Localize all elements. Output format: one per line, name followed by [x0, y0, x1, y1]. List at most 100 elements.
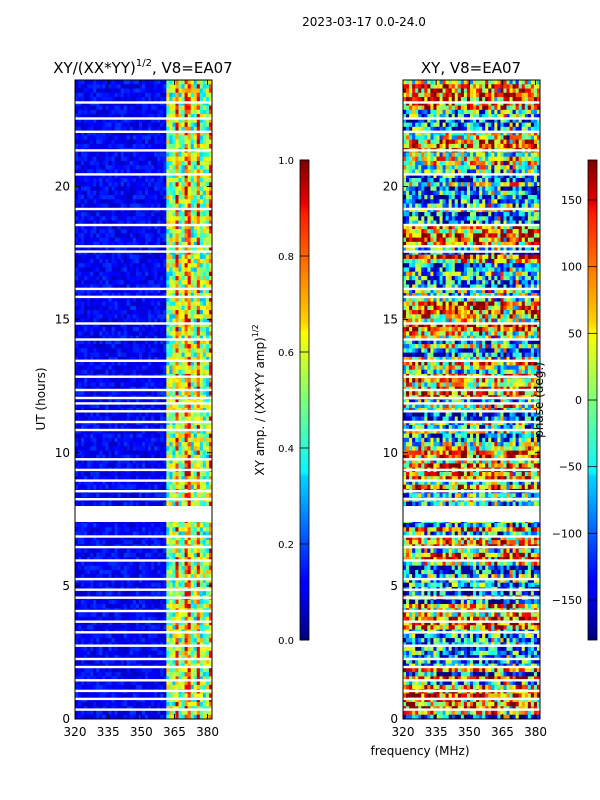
heatmap-cell — [96, 331, 100, 337]
heatmap-cell — [148, 126, 152, 132]
heatmap-cell — [96, 493, 100, 499]
heatmap-cell — [196, 335, 201, 341]
heatmap-cell — [181, 297, 186, 303]
heatmap-cell — [169, 378, 174, 384]
heatmap-cell — [190, 523, 195, 528]
heatmap-cell — [157, 446, 161, 452]
heatmap-cell — [208, 169, 212, 175]
heatmap-cell — [172, 101, 177, 107]
heatmap-cell — [123, 101, 128, 107]
heatmap-cell — [126, 476, 131, 482]
heatmap-cell — [184, 80, 189, 85]
heatmap-cell — [145, 523, 149, 528]
heatmap-cell — [160, 246, 164, 251]
heatmap-cell — [99, 425, 103, 430]
heatmap-cell — [102, 160, 107, 166]
heatmap-cell — [190, 369, 195, 375]
heatmap-cell — [178, 250, 183, 256]
heatmap-cell — [123, 143, 128, 149]
heatmap-cell — [138, 203, 143, 209]
heatmap-cell — [78, 165, 82, 171]
heatmap-cell — [187, 105, 192, 111]
heatmap-cell — [202, 331, 207, 337]
heatmap-cell — [117, 92, 122, 98]
heatmap-cell — [132, 454, 137, 460]
heatmap-cell — [108, 352, 113, 358]
heatmap-cell — [151, 143, 155, 149]
heatmap-cell — [151, 484, 155, 490]
heatmap-cell — [123, 169, 128, 175]
heatmap-cell — [154, 88, 158, 94]
heatmap-cell — [184, 322, 189, 328]
heatmap-cell — [145, 331, 149, 337]
heatmap-cell — [163, 390, 167, 396]
heatmap-cell — [108, 275, 113, 281]
heatmap-cell — [181, 254, 186, 260]
heatmap-cell — [193, 399, 198, 405]
heatmap-cell — [184, 535, 189, 541]
heatmap-cell — [90, 190, 94, 196]
heatmap-cell — [87, 182, 91, 188]
heatmap-cell — [90, 105, 94, 111]
heatmap-cell — [126, 92, 131, 98]
heatmap-cell — [90, 476, 94, 482]
heatmap-cell — [129, 241, 134, 247]
heatmap-cell — [132, 540, 137, 545]
heatmap-cell — [199, 446, 204, 452]
heatmap-cell — [120, 437, 125, 443]
heatmap-cell — [151, 476, 155, 482]
heatmap-cell — [175, 527, 180, 533]
heatmap-cell — [193, 471, 198, 477]
heatmap-cell — [120, 160, 125, 166]
heatmap-cell — [129, 352, 134, 358]
heatmap-cell — [208, 437, 212, 443]
heatmap-cell — [87, 314, 91, 320]
heatmap-cell — [181, 216, 186, 222]
heatmap-cell — [135, 258, 140, 264]
heatmap-cell — [93, 97, 97, 102]
heatmap-cell — [96, 527, 100, 533]
heatmap-cell — [135, 169, 140, 175]
heatmap-cell — [196, 220, 201, 226]
heatmap-cell — [187, 335, 192, 341]
heatmap-cell — [129, 92, 134, 98]
heatmap-cell — [181, 237, 186, 243]
heatmap-cell — [178, 450, 183, 456]
heatmap-cell — [208, 267, 212, 273]
heatmap-cell — [114, 301, 119, 307]
heatmap-cell — [99, 97, 103, 102]
heatmap-cell — [184, 484, 189, 490]
heatmap-cell — [99, 160, 103, 166]
heatmap-cell — [175, 531, 180, 537]
heatmap-cell — [160, 437, 164, 443]
heatmap-cell — [96, 318, 100, 324]
heatmap-cell — [84, 122, 88, 128]
heatmap-cell — [102, 92, 107, 98]
heatmap-cell — [138, 173, 143, 179]
heatmap-cell — [114, 203, 119, 209]
heatmap-cell — [166, 344, 170, 349]
heatmap-cell — [184, 523, 189, 528]
heatmap-cell — [193, 80, 198, 85]
heatmap-cell — [96, 160, 100, 166]
heatmap-cell — [93, 229, 97, 234]
heatmap-cell — [81, 476, 85, 482]
heatmap-cell — [154, 135, 158, 141]
heatmap-cell — [123, 254, 128, 260]
heatmap-cell — [148, 233, 152, 239]
heatmap-cell — [157, 305, 161, 311]
heatmap-cell — [208, 131, 212, 136]
heatmap-cell — [132, 416, 137, 422]
heatmap-cell — [132, 442, 137, 447]
heatmap-cell — [114, 382, 119, 388]
heatmap-cell — [208, 297, 212, 303]
heatmap-cell — [117, 254, 122, 260]
heatmap-cell — [157, 378, 161, 384]
heatmap-cell — [135, 318, 140, 324]
heatmap-cell — [202, 429, 207, 435]
heatmap-cell — [193, 156, 198, 162]
heatmap-cell — [175, 416, 180, 422]
heatmap-cell — [151, 531, 155, 537]
heatmap-cell — [151, 284, 155, 290]
heatmap-cell — [96, 301, 100, 307]
